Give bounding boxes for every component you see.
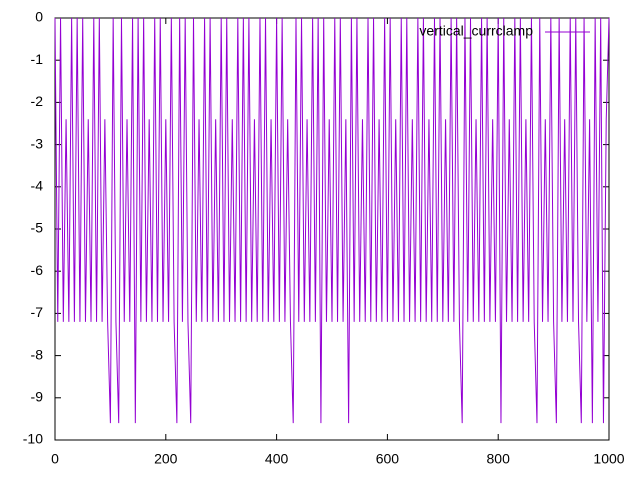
- y-tick-label: -6: [31, 262, 44, 278]
- y-tick-label: -2: [31, 93, 44, 109]
- x-tick-label: 1000: [593, 451, 624, 467]
- y-tick-label: 0: [35, 9, 43, 25]
- y-tick-label: -9: [31, 389, 44, 405]
- y-tick-label: -3: [31, 135, 44, 151]
- y-tick-label: -5: [31, 220, 44, 236]
- x-tick-label: 0: [51, 451, 59, 467]
- x-tick-label: 600: [376, 451, 400, 467]
- x-tick-label: 200: [154, 451, 178, 467]
- x-tick-label: 800: [487, 451, 511, 467]
- y-tick-label: -1: [31, 51, 44, 67]
- y-tick-label: -8: [31, 346, 44, 362]
- y-tick-label: -4: [31, 178, 44, 194]
- legend-label: vertical_currclamp: [419, 23, 533, 39]
- data-line: [54, 17, 610, 424]
- y-tick-label: -10: [23, 431, 43, 447]
- y-tick-label: -7: [31, 304, 44, 320]
- x-tick-label: 400: [265, 451, 289, 467]
